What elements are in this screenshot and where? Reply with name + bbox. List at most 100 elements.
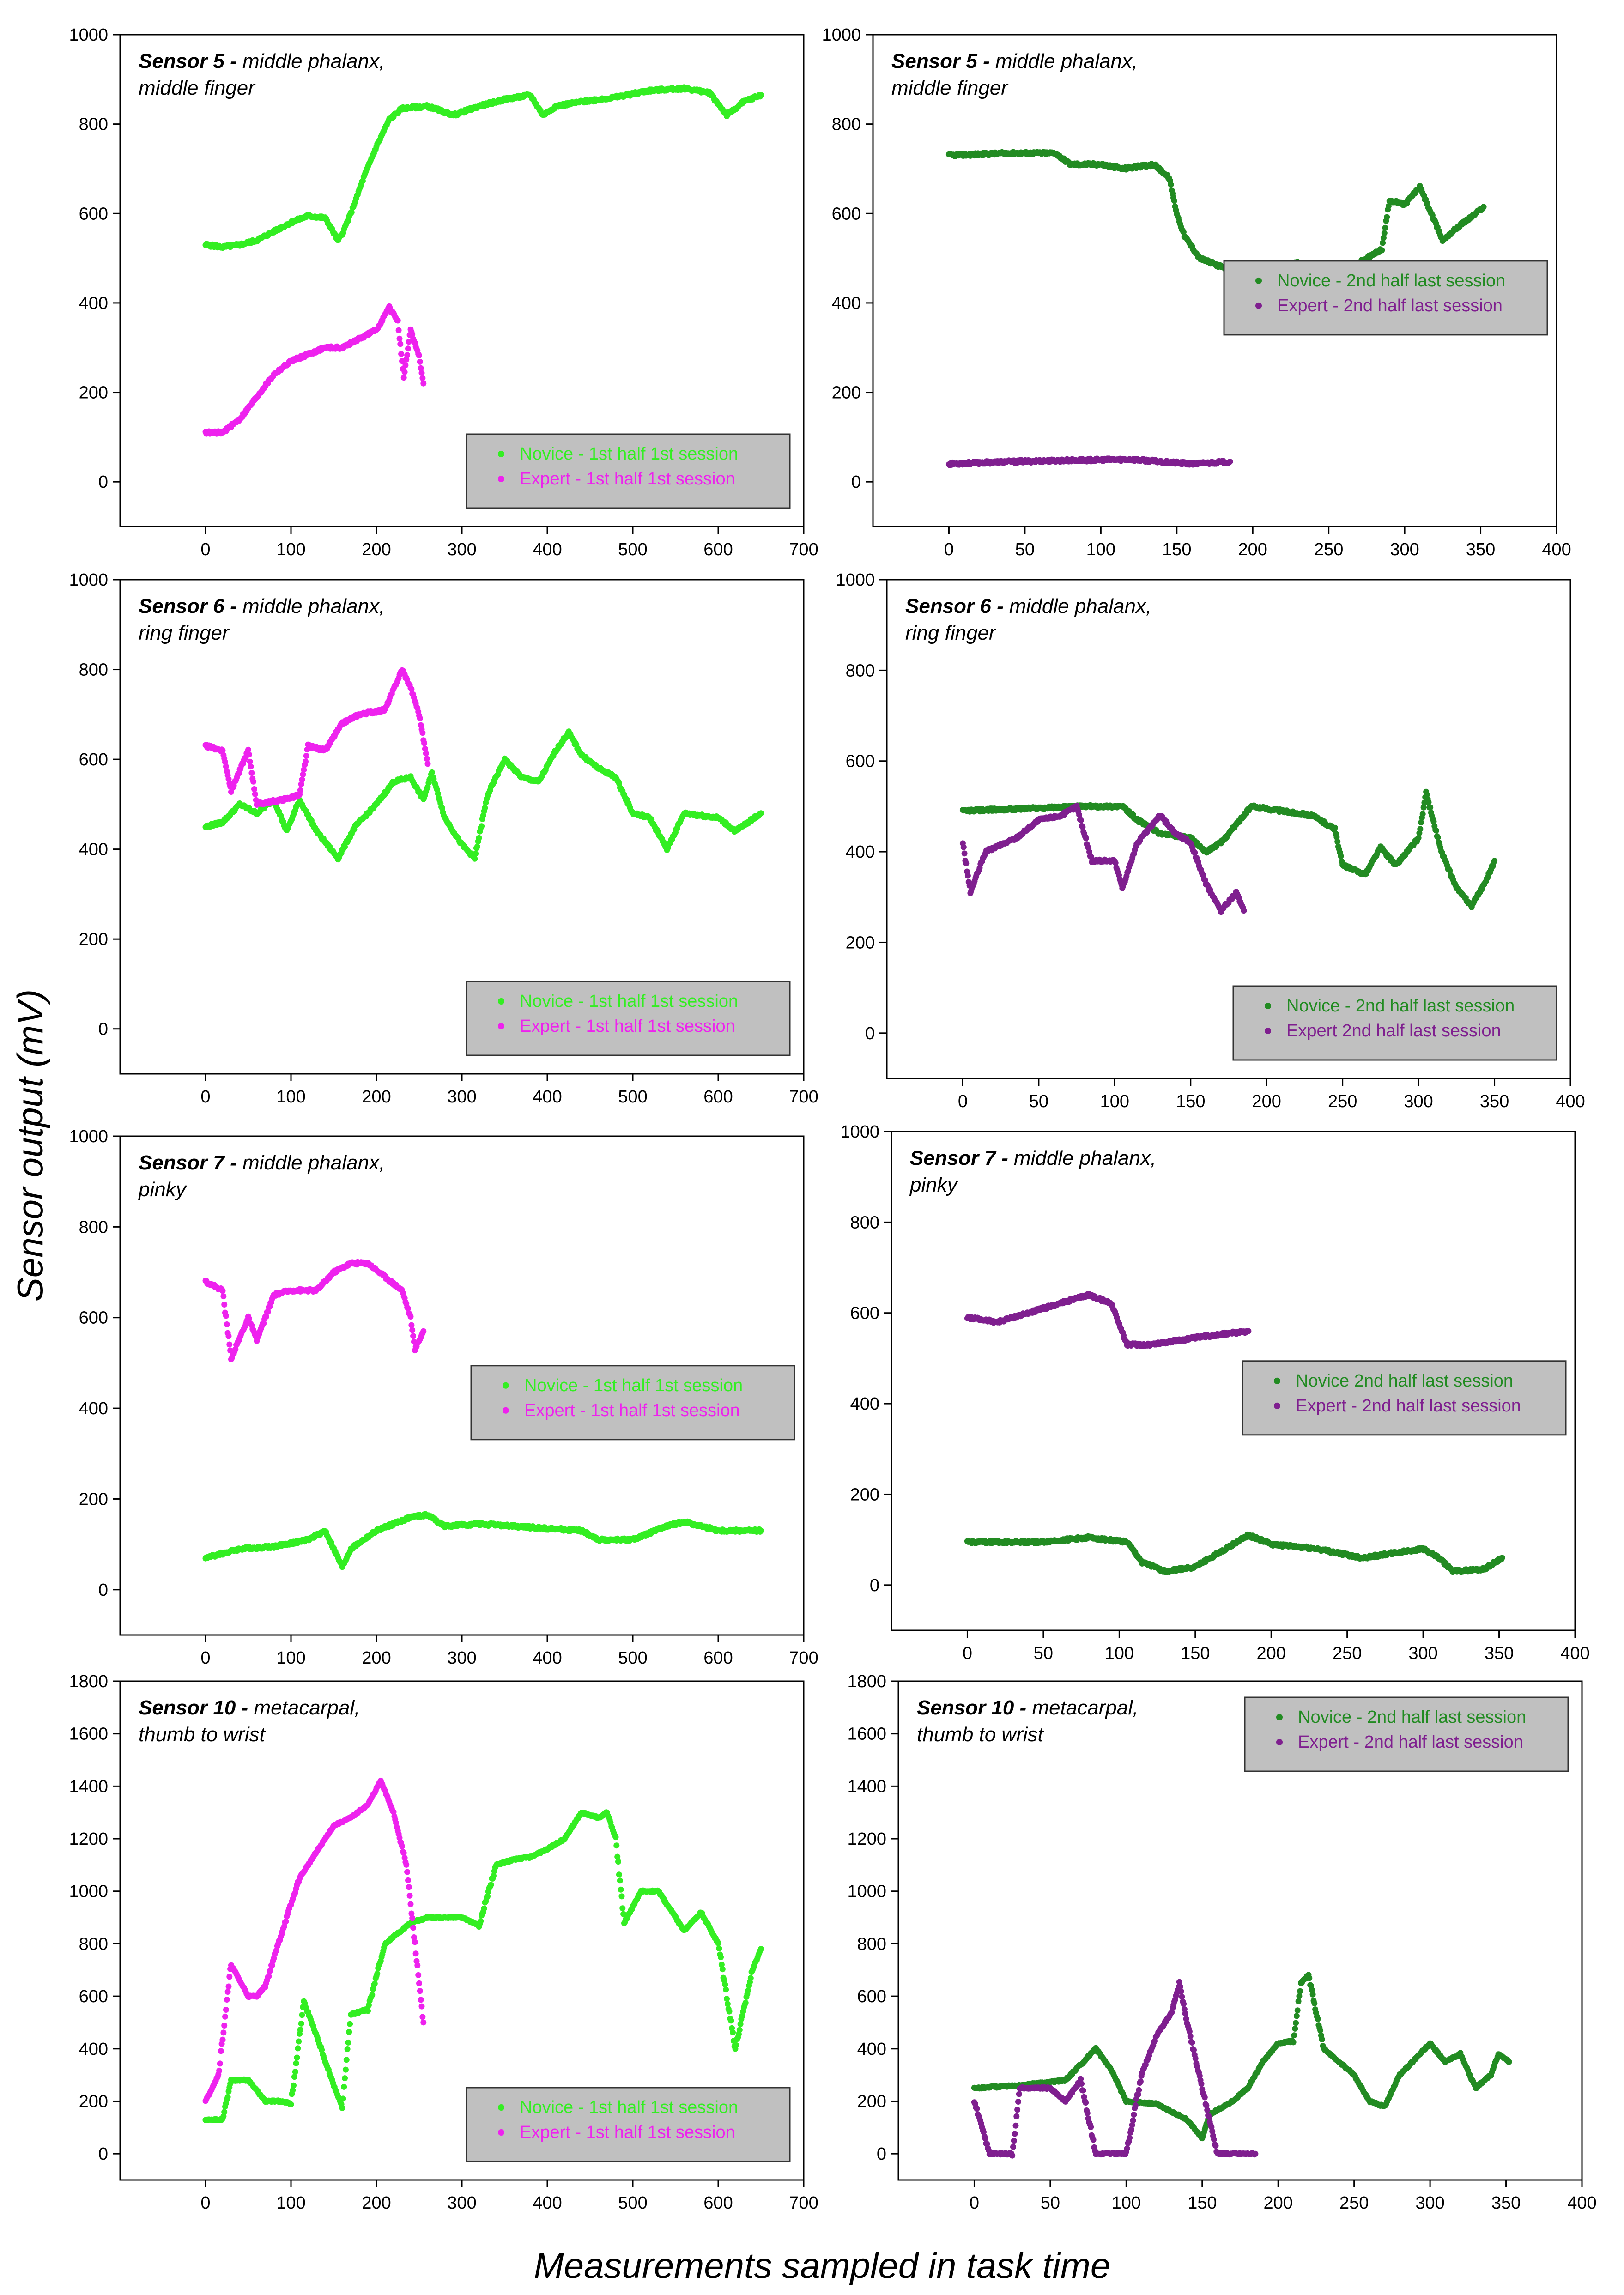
x-tick-label: 100 xyxy=(1105,1644,1134,1663)
panel-subtitle: ring finger xyxy=(139,622,230,644)
legend-marker xyxy=(498,476,504,482)
data-point xyxy=(248,770,255,776)
data-point xyxy=(758,92,764,98)
y-tick-label: 1000 xyxy=(840,1122,879,1142)
data-point xyxy=(1417,826,1423,832)
data-point xyxy=(963,860,969,866)
x-tick-label: 200 xyxy=(362,1648,391,1668)
data-point xyxy=(1171,198,1177,204)
data-point xyxy=(758,810,764,816)
data-point xyxy=(420,1328,426,1334)
data-point xyxy=(419,375,425,381)
data-point xyxy=(251,786,257,792)
data-point xyxy=(1241,908,1247,914)
legend-entry: Expert 2nd half last session xyxy=(1286,1021,1501,1041)
data-point xyxy=(402,362,408,368)
data-point xyxy=(297,787,303,793)
x-tick-label: 0 xyxy=(963,1644,972,1663)
data-point xyxy=(1433,828,1439,834)
data-point xyxy=(1332,825,1338,831)
y-tick-label: 200 xyxy=(79,383,108,403)
y-tick-label: 200 xyxy=(832,383,861,403)
x-tick-label: 200 xyxy=(1252,1092,1281,1111)
legend-entry: Novice - 2nd half last session xyxy=(1286,996,1515,1016)
data-point xyxy=(408,1314,414,1320)
x-tick-label: 200 xyxy=(1238,540,1267,559)
data-point xyxy=(404,352,410,358)
y-tick-label: 600 xyxy=(79,750,108,769)
data-point xyxy=(419,730,425,736)
y-tick-label: 600 xyxy=(79,1308,108,1328)
y-tick-label: 200 xyxy=(846,933,875,952)
data-point xyxy=(220,1288,226,1294)
data-point xyxy=(410,1333,416,1339)
x-tick-label: 300 xyxy=(1408,1644,1437,1663)
data-point xyxy=(758,1528,764,1534)
x-tick-label: 600 xyxy=(703,540,733,559)
data-point xyxy=(482,805,488,811)
x-tick-label: 400 xyxy=(533,1648,562,1668)
panel-subtitle: ring finger xyxy=(905,622,997,644)
data-point xyxy=(252,791,258,797)
data-point xyxy=(248,763,254,769)
data-point xyxy=(224,1321,230,1327)
data-point xyxy=(405,345,411,351)
x-tick-label: 400 xyxy=(1556,1092,1585,1111)
legend-entry: Novice - 1st half 1st session xyxy=(520,444,738,464)
x-tick-label: 0 xyxy=(944,540,954,559)
panel-title: Sensor 5 - middle phalanx, xyxy=(891,50,1138,73)
legend-marker xyxy=(503,1407,509,1414)
data-point xyxy=(479,823,485,829)
x-tick-label: 200 xyxy=(362,1087,391,1107)
y-tick-label: 0 xyxy=(851,472,861,492)
y-tick-label: 800 xyxy=(850,1213,879,1232)
x-tick-label: 300 xyxy=(447,1087,476,1107)
x-tick-label: 0 xyxy=(200,540,210,559)
y-tick-label: 600 xyxy=(846,752,875,771)
data-point xyxy=(396,327,402,333)
x-tick-label: 400 xyxy=(533,1087,562,1107)
x-tick-label: 100 xyxy=(276,1087,305,1107)
data-point xyxy=(220,1293,226,1299)
data-point xyxy=(408,1322,414,1328)
x-tick-label: 100 xyxy=(276,540,305,559)
y-tick-label: 400 xyxy=(832,294,861,313)
legend-marker xyxy=(1265,1028,1271,1034)
x-tick-label: 150 xyxy=(1162,540,1191,559)
panel-subtitle: pinky xyxy=(138,1178,188,1201)
data-point xyxy=(1481,204,1487,210)
legend: Novice - 2nd half last session Expert 2nd… xyxy=(1233,986,1557,1060)
legend-entry: Novice - 1st half 1st session xyxy=(524,1376,743,1395)
data-point xyxy=(424,756,430,762)
legend-entry: Novice - 2nd half last session xyxy=(1277,271,1505,291)
x-tick-label: 100 xyxy=(276,1648,305,1668)
y-tick-label: 400 xyxy=(79,840,108,860)
data-point xyxy=(965,873,971,879)
data-point xyxy=(397,341,403,347)
data-point xyxy=(1168,182,1174,188)
y-tick-label: 600 xyxy=(850,1304,879,1323)
y-tick-label: 1000 xyxy=(836,570,875,590)
panel-title: Sensor 7 - middle phalanx, xyxy=(910,1147,1156,1169)
x-tick-label: 100 xyxy=(1086,540,1115,559)
legend-entry: Expert - 1st half 1st session xyxy=(520,1017,735,1036)
data-point xyxy=(397,336,403,342)
y-tick-label: 1000 xyxy=(822,25,861,45)
x-tick-label: 600 xyxy=(703,1648,733,1668)
panel-title: Sensor 7 - middle phalanx, xyxy=(139,1151,385,1174)
data-point xyxy=(409,1327,415,1333)
legend-marker xyxy=(498,998,504,1005)
y-tick-label: 0 xyxy=(870,1576,879,1595)
x-tick-label: 100 xyxy=(1100,1092,1129,1111)
data-point xyxy=(416,352,422,358)
x-tick-label: 150 xyxy=(1181,1644,1210,1663)
panel-subtitle: middle finger xyxy=(139,77,256,99)
x-tick-label: 500 xyxy=(618,540,647,559)
panel-subtitle: pinky xyxy=(909,1174,959,1196)
data-point xyxy=(423,751,429,757)
x-tick-label: 300 xyxy=(1390,540,1419,559)
